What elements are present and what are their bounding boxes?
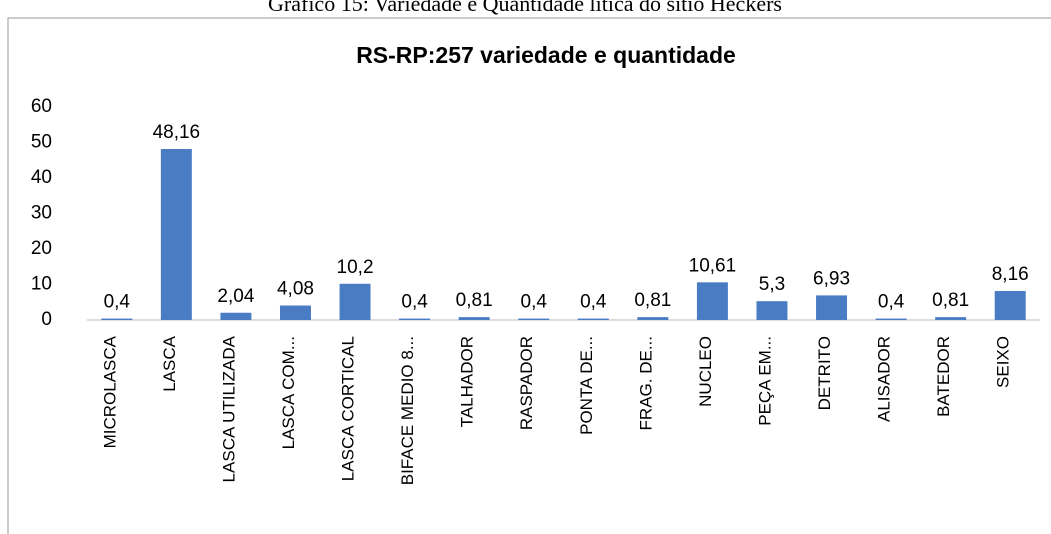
x-tick-label: BIFACE MEDIO 8... — [398, 336, 417, 485]
x-tick-label: TALHADOR — [458, 336, 477, 427]
bar — [577, 318, 609, 320]
y-tick-label: 10 — [31, 274, 52, 295]
x-tick-label: LASCA CORTICAL — [339, 336, 358, 481]
bar — [875, 318, 907, 320]
x-tick-label: LASCA COM... — [279, 336, 298, 449]
data-label: 48,16 — [153, 122, 201, 143]
x-tick-label: RASPADOR — [517, 336, 536, 430]
bar — [518, 318, 550, 320]
data-label: 0,4 — [580, 292, 607, 313]
y-tick-label: 50 — [31, 132, 52, 153]
data-label: 0,81 — [456, 290, 493, 311]
y-tick-label: 20 — [31, 238, 52, 259]
x-tick-label: DETRITO — [815, 336, 834, 410]
x-tick-label: NUCLEO — [696, 336, 715, 407]
data-label: 0,4 — [878, 292, 905, 313]
x-tick-label: PEÇA EM... — [755, 336, 774, 426]
x-tick-label: LASCA — [160, 335, 179, 391]
data-label: 8,16 — [992, 264, 1029, 285]
chart-frame — [7, 17, 1051, 534]
x-tick-label: FRAG. DE... — [636, 336, 655, 430]
bar — [399, 318, 431, 320]
bar — [935, 317, 967, 320]
data-label: 0,4 — [401, 292, 428, 313]
data-label: 0,81 — [634, 290, 671, 311]
x-tick-label: MICROLASCA — [100, 335, 119, 448]
bar — [696, 282, 728, 320]
bar — [339, 283, 371, 320]
data-label: 0,4 — [104, 292, 131, 313]
chart-title: RS-RP:257 variedade e quantidade — [356, 42, 736, 68]
y-tick-label: 60 — [31, 96, 52, 117]
bar — [994, 291, 1026, 320]
bar — [756, 301, 788, 320]
x-tick-label: BATEDOR — [934, 336, 953, 417]
x-tick-label: LASCA UTILIZADA — [219, 335, 238, 482]
data-label: 5,3 — [759, 274, 785, 295]
bar — [220, 312, 252, 320]
data-label: 2,04 — [217, 286, 254, 307]
x-tick-label: PONTA DE... — [577, 336, 596, 435]
bar — [816, 295, 848, 320]
x-tick-label: SEIXO — [994, 336, 1013, 388]
bar — [637, 317, 669, 320]
bar — [279, 305, 311, 320]
y-tick-label: 0 — [41, 309, 52, 330]
y-tick-label: 30 — [31, 203, 52, 224]
data-label: 0,4 — [521, 292, 548, 313]
data-label: 6,93 — [813, 268, 850, 289]
data-label: 10,2 — [337, 257, 374, 278]
caption: Gráfico 15: Variedade e Quantidade lític… — [268, 0, 782, 16]
bar — [101, 318, 133, 320]
bar — [160, 149, 192, 320]
bar — [458, 317, 490, 320]
data-label: 4,08 — [277, 279, 314, 300]
data-label: 10,61 — [689, 255, 737, 276]
y-tick-label: 40 — [31, 167, 52, 188]
x-tick-label: ALISADOR — [875, 336, 894, 422]
data-label: 0,81 — [932, 290, 969, 311]
